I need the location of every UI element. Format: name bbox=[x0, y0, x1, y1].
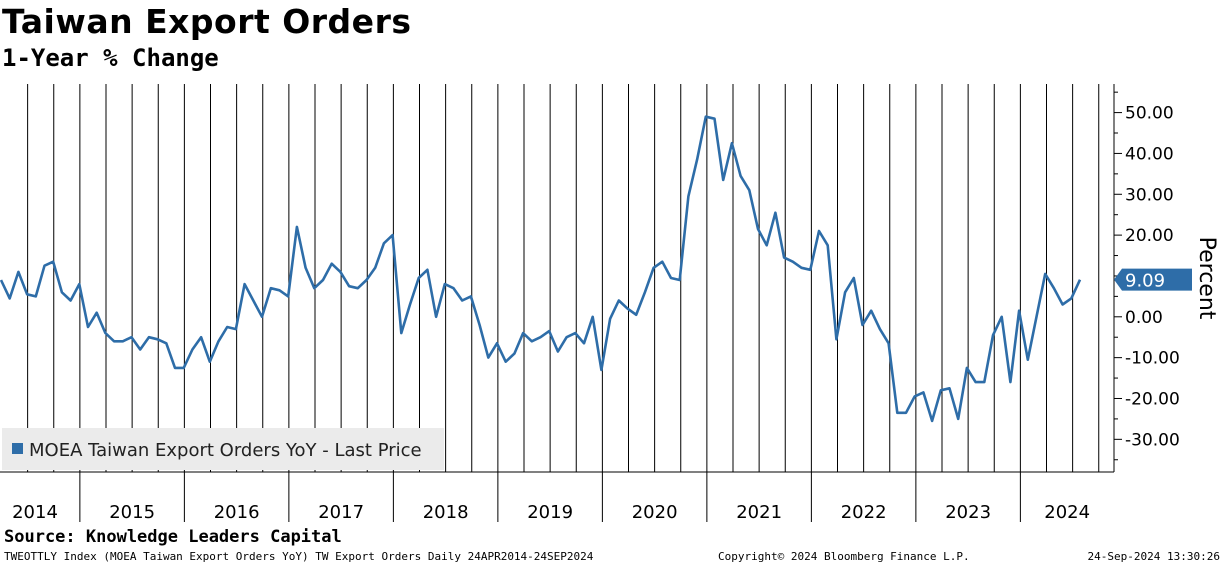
x-tick-label: 2018 bbox=[423, 502, 469, 523]
footer-index-description: TWEOTTLY Index (MOEA Taiwan Export Order… bbox=[4, 550, 594, 563]
footer-timestamp: 24-Sep-2024 13:30:26 bbox=[1087, 550, 1220, 563]
chart-subtitle: 1-Year % Change bbox=[2, 44, 219, 72]
x-axis: 2014 2015 2016 2017 2018 2019 2020 2021 2022 2023… bbox=[0, 471, 1114, 523]
last-value-marker: 9.09 bbox=[1114, 268, 1192, 292]
legend-label: MOEA Taiwan Export Orders YoY - Last Pri… bbox=[29, 440, 422, 461]
x-tick-label: 2022 bbox=[841, 502, 887, 523]
legend-swatch bbox=[12, 443, 23, 454]
last-value-label: 9.09 bbox=[1125, 271, 1165, 292]
x-tick-label: 2020 bbox=[632, 502, 678, 523]
x-tick-label: 2016 bbox=[214, 502, 260, 523]
source-note: Source: Knowledge Leaders Capital bbox=[4, 527, 342, 547]
x-tick-label: 2021 bbox=[736, 502, 782, 523]
y-tick-label: 50.00 bbox=[1125, 104, 1174, 124]
x-tick-label: 2014 bbox=[12, 502, 58, 523]
x-tick-label: 2015 bbox=[109, 502, 155, 523]
y-tick-label: -30.00 bbox=[1125, 430, 1180, 450]
series-line bbox=[0, 115, 1082, 423]
chart-title: Taiwan Export Orders bbox=[2, 2, 412, 41]
x-tick-label: 2017 bbox=[318, 502, 364, 523]
y-tick-label: 40.00 bbox=[1125, 144, 1174, 164]
y-axis-label: Percent bbox=[1194, 237, 1219, 320]
footer-copyright: Copyright© 2024 Bloomberg Finance L.P. bbox=[718, 550, 970, 563]
plot-area bbox=[0, 115, 1082, 423]
y-tick-label: 30.00 bbox=[1125, 185, 1174, 205]
legend: MOEA Taiwan Export Orders YoY - Last Pri… bbox=[2, 428, 444, 470]
x-tick-label: 2024 bbox=[1044, 502, 1090, 523]
y-tick-label: -10.00 bbox=[1125, 349, 1180, 369]
legend-background bbox=[2, 428, 444, 470]
y-tick-label: 0.00 bbox=[1125, 308, 1163, 328]
y-tick-label: -20.00 bbox=[1125, 389, 1180, 409]
y-tick-label: 20.00 bbox=[1125, 226, 1174, 246]
x-tick-label: 2019 bbox=[527, 502, 573, 523]
grid-lines bbox=[27, 84, 1100, 472]
x-tick-label: 2023 bbox=[945, 502, 991, 523]
last-value-badge bbox=[1114, 268, 1192, 291]
